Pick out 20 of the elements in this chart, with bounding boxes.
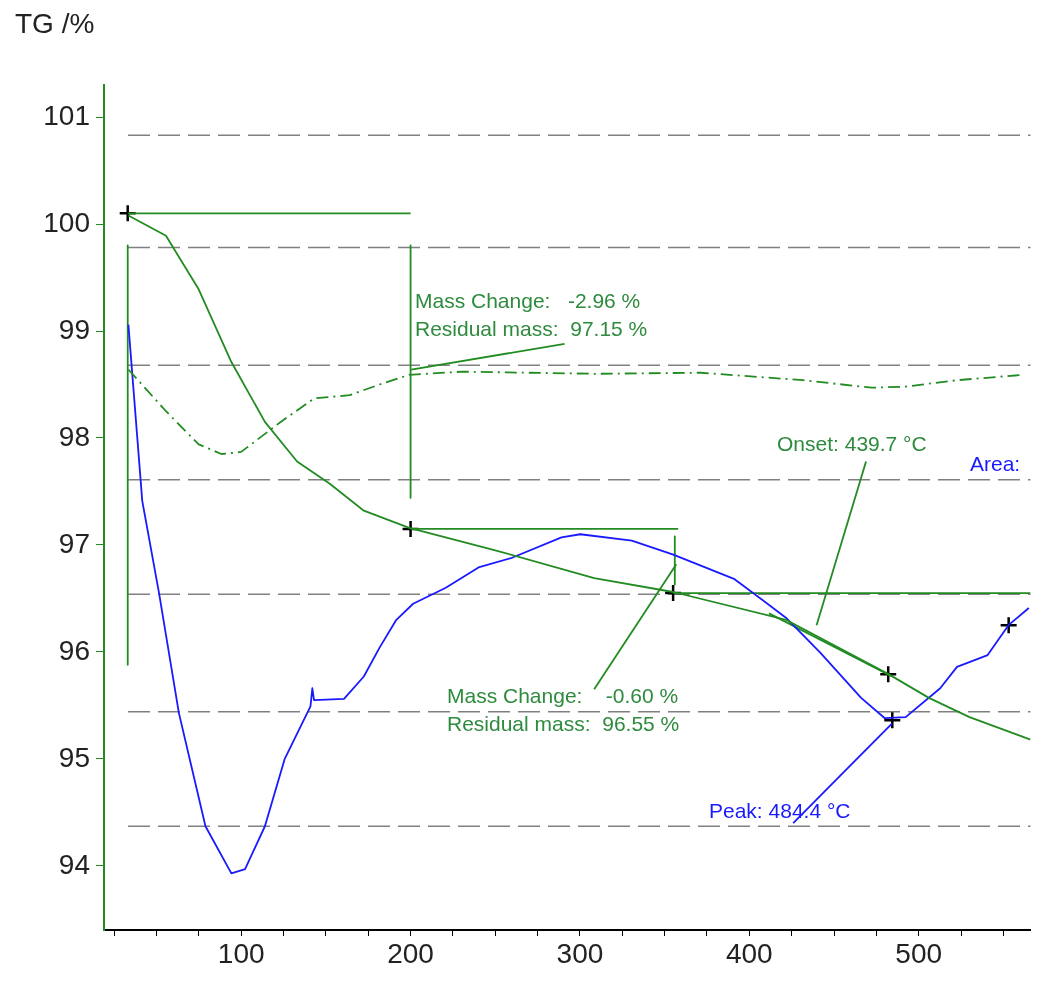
annotation: Onset: 439.7 °C <box>777 431 927 455</box>
x-tick-label: 100 <box>217 937 265 969</box>
y-tick-label: 100 <box>43 206 90 238</box>
y-tick-label: 95 <box>58 741 90 773</box>
y-tick-label: 97 <box>58 527 90 559</box>
y-tick-label: 94 <box>58 848 90 880</box>
y-tick-label: 101 <box>43 99 90 131</box>
x-tick-label: 500 <box>895 937 943 969</box>
annotation: Residual mass: 97.15 % <box>415 316 648 340</box>
y-tick-label: 98 <box>58 420 90 452</box>
annotation: Residual mass: 96.55 % <box>447 711 680 735</box>
x-tick-label: 300 <box>556 937 604 969</box>
y-tick-label: 96 <box>58 634 90 666</box>
annotation: Area: <box>970 451 1021 475</box>
x-tick-label: 200 <box>387 937 434 969</box>
annotation: Mass Change: -2.96 % <box>415 288 641 312</box>
x-tick-label: 400 <box>725 937 773 969</box>
y-axis-title: TG /% <box>15 8 95 40</box>
annotation: Mass Change: -0.60 % <box>447 683 679 707</box>
y-tick-label: 99 <box>58 313 90 345</box>
